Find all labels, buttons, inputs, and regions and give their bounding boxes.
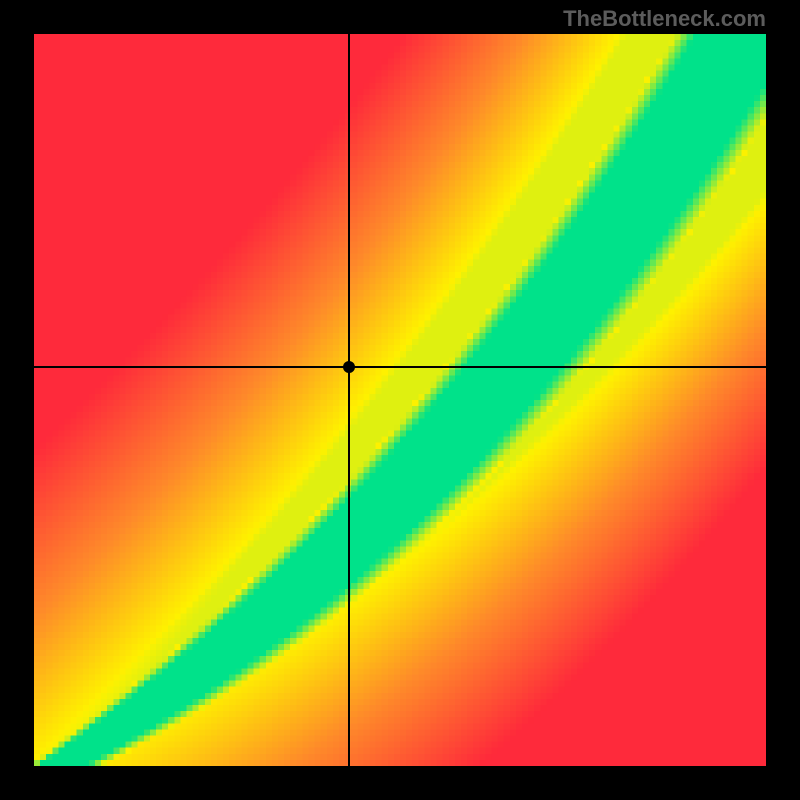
plot-area [34,34,766,766]
crosshair-horizontal [34,366,766,368]
crosshair-vertical [348,34,350,766]
watermark-text: TheBottleneck.com [563,6,766,32]
crosshair-marker [343,361,355,373]
heatmap-canvas [34,34,766,766]
